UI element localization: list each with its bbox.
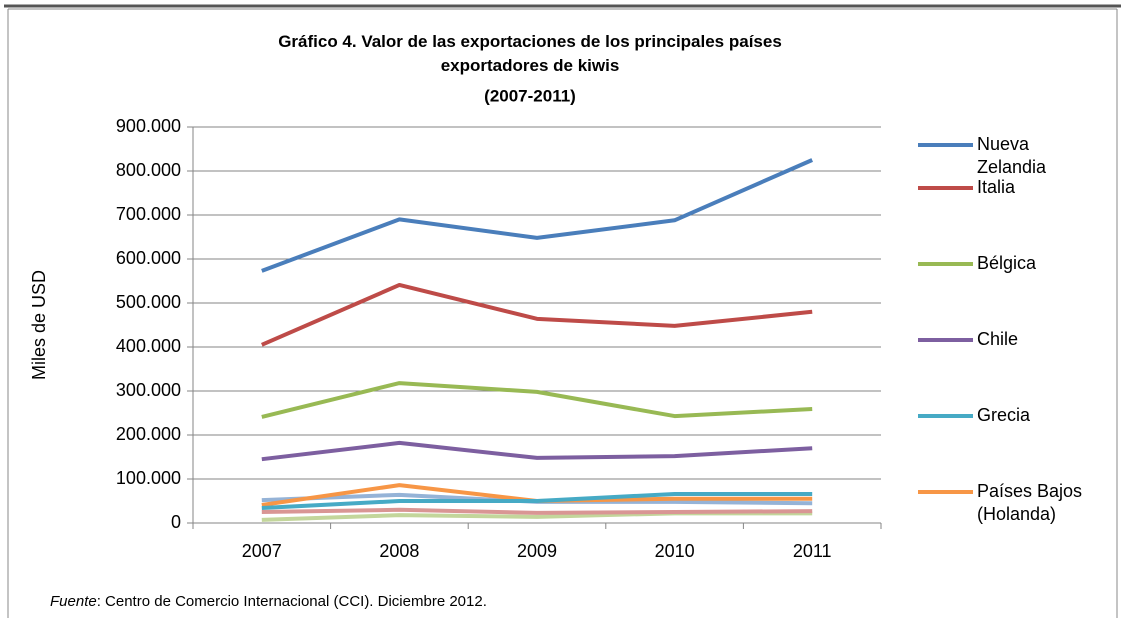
source: Fuente: Centro de Comercio Internacional… (50, 593, 487, 610)
x-tick-label: 2009 (517, 541, 557, 561)
x-tick-label: 2007 (242, 541, 282, 561)
legend-label: Grecia (977, 405, 1031, 425)
legend-label: Chile (977, 329, 1018, 349)
y-tick-label: 200.000 (116, 424, 181, 444)
y-tick-label: 900.000 (116, 116, 181, 136)
series-line (261, 440, 813, 462)
y-axis-label: Miles de USD (29, 270, 49, 380)
series-line (261, 491, 813, 511)
y-tick-label: 700.000 (116, 204, 181, 224)
y-tick-label: 400.000 (116, 336, 181, 356)
series-line (261, 158, 814, 273)
source-label: Fuente (50, 593, 97, 610)
y-tick-label: 500.000 (116, 292, 181, 312)
y-tick-label: 600.000 (116, 248, 181, 268)
y-tick-label: 0 (171, 512, 181, 532)
series-line (261, 381, 813, 419)
legend-label: Bélgica (977, 253, 1037, 273)
legend-label: Países Bajos (Holanda) (977, 481, 1082, 524)
chart-subtitle: (2007-2011) (484, 86, 576, 105)
x-tick-label: 2011 (793, 541, 832, 561)
chart-title: Gráfico 4. Valor de las exportaciones de… (278, 32, 782, 75)
source-text: : Centro de Comercio Internacional (CCI)… (97, 593, 487, 610)
legend-label: Italia (977, 177, 1016, 197)
series-line (261, 282, 813, 347)
y-tick-label: 300.000 (116, 380, 181, 400)
series-line (261, 507, 813, 515)
x-tick-label: 2008 (379, 541, 419, 561)
y-tick-label: 100.000 (116, 468, 181, 488)
y-tick-label: 800.000 (116, 160, 181, 180)
legend-label: Nueva Zelandia (977, 134, 1047, 177)
x-tick-label: 2010 (655, 541, 695, 561)
